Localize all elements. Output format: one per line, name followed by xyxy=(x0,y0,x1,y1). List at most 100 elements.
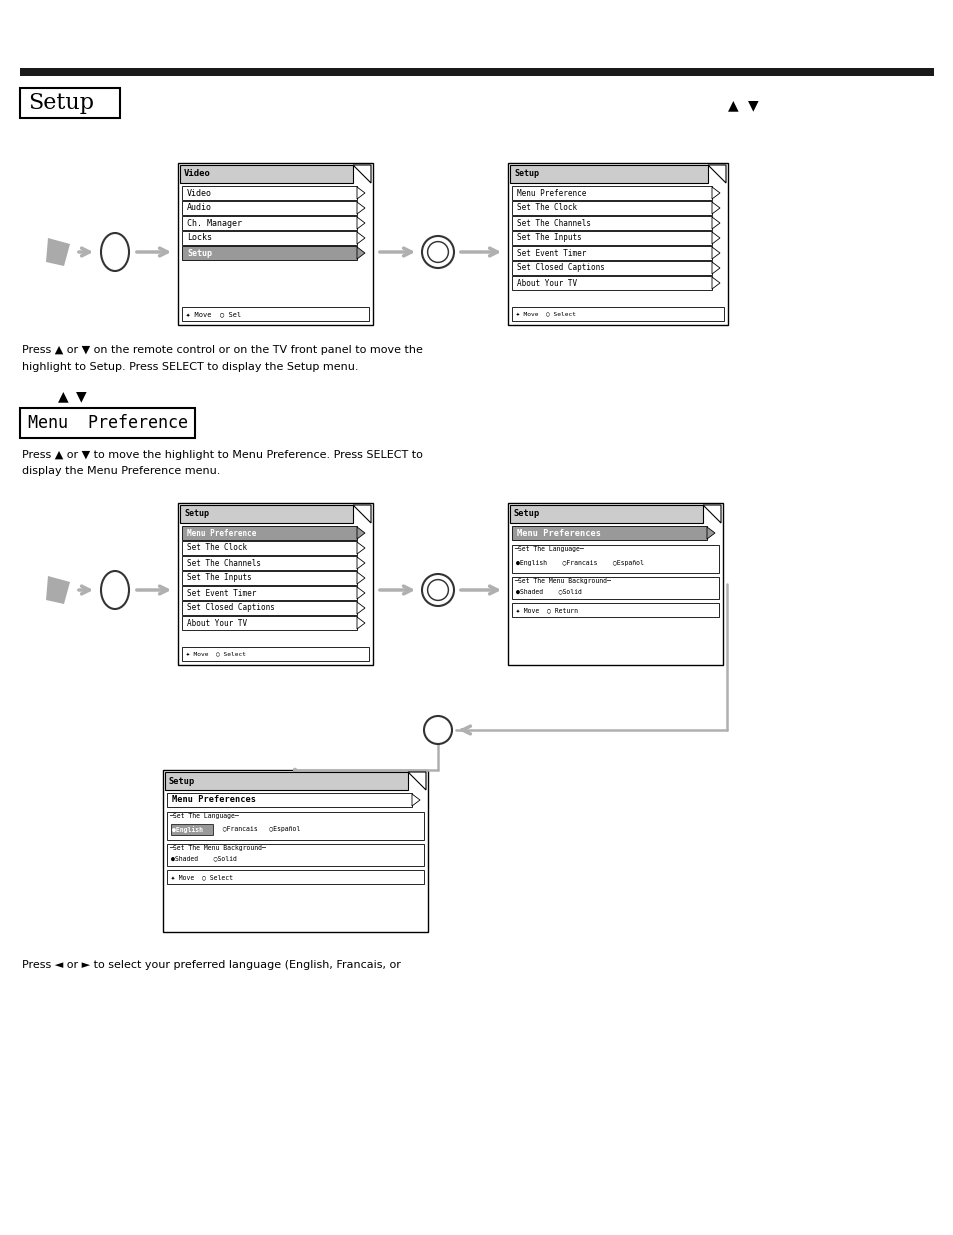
Bar xyxy=(507,503,722,664)
Circle shape xyxy=(423,716,452,743)
Text: Set Closed Captions: Set Closed Captions xyxy=(517,263,604,273)
Bar xyxy=(182,246,356,261)
Polygon shape xyxy=(711,262,720,274)
Text: Set The Inputs: Set The Inputs xyxy=(517,233,581,242)
Polygon shape xyxy=(711,247,720,259)
Bar xyxy=(167,811,423,840)
Text: Set Closed Captions: Set Closed Captions xyxy=(187,604,274,613)
Bar xyxy=(165,772,408,790)
Text: Press ▲ or ▼ to move the highlight to Menu Preference. Press SELECT to: Press ▲ or ▼ to move the highlight to Me… xyxy=(22,450,422,459)
Text: Setup: Setup xyxy=(514,169,538,179)
Text: Set Event Timer: Set Event Timer xyxy=(517,248,586,258)
Polygon shape xyxy=(711,217,720,228)
Polygon shape xyxy=(408,772,426,790)
Polygon shape xyxy=(707,165,725,183)
Text: Menu Preference: Menu Preference xyxy=(517,189,586,198)
Polygon shape xyxy=(412,794,419,806)
Bar xyxy=(180,505,353,522)
Bar xyxy=(512,577,719,599)
Text: ─Set The Language─: ─Set The Language─ xyxy=(514,546,583,552)
Bar xyxy=(167,793,412,806)
Bar xyxy=(171,824,213,835)
Bar xyxy=(182,601,356,615)
Bar xyxy=(182,216,356,230)
Text: Video: Video xyxy=(187,189,212,198)
Circle shape xyxy=(427,242,448,262)
Text: Video: Video xyxy=(184,169,211,179)
Polygon shape xyxy=(356,217,365,228)
Text: Set The Inputs: Set The Inputs xyxy=(187,573,252,583)
Polygon shape xyxy=(356,186,365,199)
Text: About Your TV: About Your TV xyxy=(517,279,577,288)
Text: Set The Clock: Set The Clock xyxy=(187,543,247,552)
Bar xyxy=(512,246,711,261)
Text: Menu Preference: Menu Preference xyxy=(187,529,256,537)
Circle shape xyxy=(421,574,454,606)
Polygon shape xyxy=(706,527,714,538)
Text: ✦ Move  ○ Select: ✦ Move ○ Select xyxy=(171,874,233,881)
Text: Set The Channels: Set The Channels xyxy=(187,558,261,568)
Circle shape xyxy=(421,236,454,268)
Bar xyxy=(182,616,356,630)
Text: ●English    ○Francais    ○Español: ●English ○Francais ○Español xyxy=(516,559,643,566)
Bar xyxy=(182,201,356,215)
Bar xyxy=(180,165,353,183)
Text: ─Set The Menu Background─: ─Set The Menu Background─ xyxy=(514,578,610,584)
Bar xyxy=(182,571,356,585)
Polygon shape xyxy=(356,572,365,584)
Bar xyxy=(512,216,711,230)
Polygon shape xyxy=(353,165,371,183)
Bar xyxy=(512,603,719,618)
Bar xyxy=(20,408,194,438)
Ellipse shape xyxy=(101,233,129,270)
Bar xyxy=(512,186,711,200)
Polygon shape xyxy=(356,527,365,538)
Ellipse shape xyxy=(101,571,129,609)
Text: Setup: Setup xyxy=(184,510,209,519)
Text: Setup: Setup xyxy=(514,510,539,519)
Bar xyxy=(182,526,356,540)
Bar xyxy=(20,68,933,77)
Bar xyxy=(182,308,369,321)
Polygon shape xyxy=(356,587,365,599)
Text: Press ▲ or ▼ on the remote control or on the TV front panel to move the: Press ▲ or ▼ on the remote control or on… xyxy=(22,345,422,354)
Bar xyxy=(178,163,373,325)
Bar xyxy=(182,556,356,571)
Bar xyxy=(182,585,356,600)
Bar xyxy=(512,201,711,215)
Text: Audio: Audio xyxy=(187,204,212,212)
Bar xyxy=(507,163,727,325)
Polygon shape xyxy=(711,277,720,289)
Text: highlight to Setup. Press SELECT to display the Setup menu.: highlight to Setup. Press SELECT to disp… xyxy=(22,362,358,372)
Bar xyxy=(512,275,711,290)
Text: ─Set The Language─: ─Set The Language─ xyxy=(169,813,238,819)
Text: Locks: Locks xyxy=(187,233,212,242)
Polygon shape xyxy=(46,576,70,604)
Text: ▲: ▲ xyxy=(58,389,69,403)
Text: Setup: Setup xyxy=(28,91,94,114)
Text: ●Shaded    ○Solid: ●Shaded ○Solid xyxy=(171,855,236,861)
Text: ─Set The Menu Background─: ─Set The Menu Background─ xyxy=(169,845,266,851)
Text: ●Shaded    ○Solid: ●Shaded ○Solid xyxy=(516,588,581,594)
Text: Menu Preferences: Menu Preferences xyxy=(517,529,600,537)
Bar xyxy=(512,308,723,321)
Bar xyxy=(182,541,356,555)
Bar xyxy=(512,261,711,275)
Text: Set Event Timer: Set Event Timer xyxy=(187,589,256,598)
Polygon shape xyxy=(711,203,720,214)
Polygon shape xyxy=(356,203,365,214)
Bar xyxy=(510,165,707,183)
Text: display the Menu Preference menu.: display the Menu Preference menu. xyxy=(22,466,220,475)
Text: ▼: ▼ xyxy=(76,389,87,403)
Text: Set The Channels: Set The Channels xyxy=(517,219,590,227)
Bar xyxy=(178,503,373,664)
Bar xyxy=(510,505,702,522)
Bar xyxy=(182,186,356,200)
Polygon shape xyxy=(353,505,371,522)
Bar xyxy=(512,526,706,540)
Polygon shape xyxy=(356,601,365,614)
Polygon shape xyxy=(356,618,365,629)
Text: ✦ Move  ○ Select: ✦ Move ○ Select xyxy=(186,652,246,657)
Polygon shape xyxy=(356,247,365,259)
Bar xyxy=(182,231,356,245)
